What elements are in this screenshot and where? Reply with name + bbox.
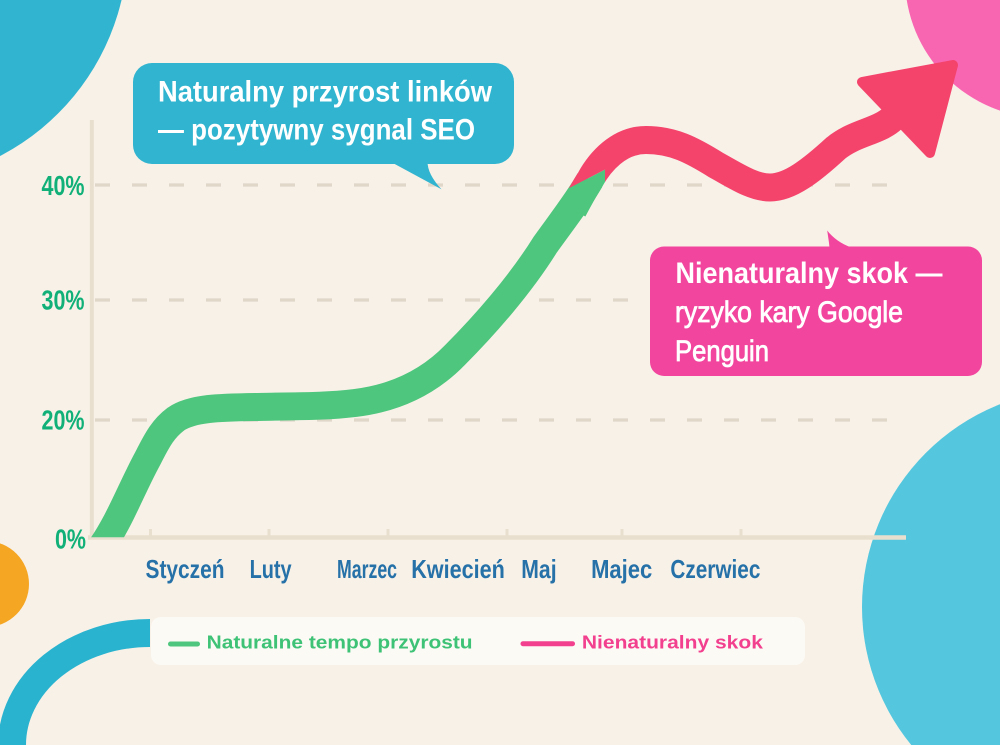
svg-text:20%: 20% <box>42 405 85 436</box>
svg-text:Luty: Luty <box>250 554 292 584</box>
svg-text:Czerwiec: Czerwiec <box>670 554 760 584</box>
svg-text:Nienaturalny skok: Nienaturalny skok <box>582 633 764 653</box>
svg-text:Naturalny przyrost linków: Naturalny przyrost linków <box>158 76 493 109</box>
svg-text:Kwiecień: Kwiecień <box>411 554 505 584</box>
svg-text:ryzyko kary Google: ryzyko kary Google <box>675 296 903 329</box>
svg-text:Marzec: Marzec <box>337 554 397 584</box>
svg-text:Nienaturalny skok —: Nienaturalny skok — <box>676 257 943 290</box>
svg-text:Majec: Majec <box>591 554 652 584</box>
svg-text:30%: 30% <box>42 285 85 316</box>
svg-text:Styczeń: Styczeń <box>146 554 225 584</box>
svg-text:0%: 0% <box>55 524 86 555</box>
svg-text:— pozytywny sygnal SEO: — pozytywny sygnal SEO <box>158 114 475 147</box>
svg-text:40%: 40% <box>42 170 85 201</box>
svg-text:Penguin: Penguin <box>675 335 769 368</box>
svg-text:Maj: Maj <box>521 554 556 584</box>
svg-text:Naturalne tempo przyrostu: Naturalne tempo przyrostu <box>207 633 473 653</box>
